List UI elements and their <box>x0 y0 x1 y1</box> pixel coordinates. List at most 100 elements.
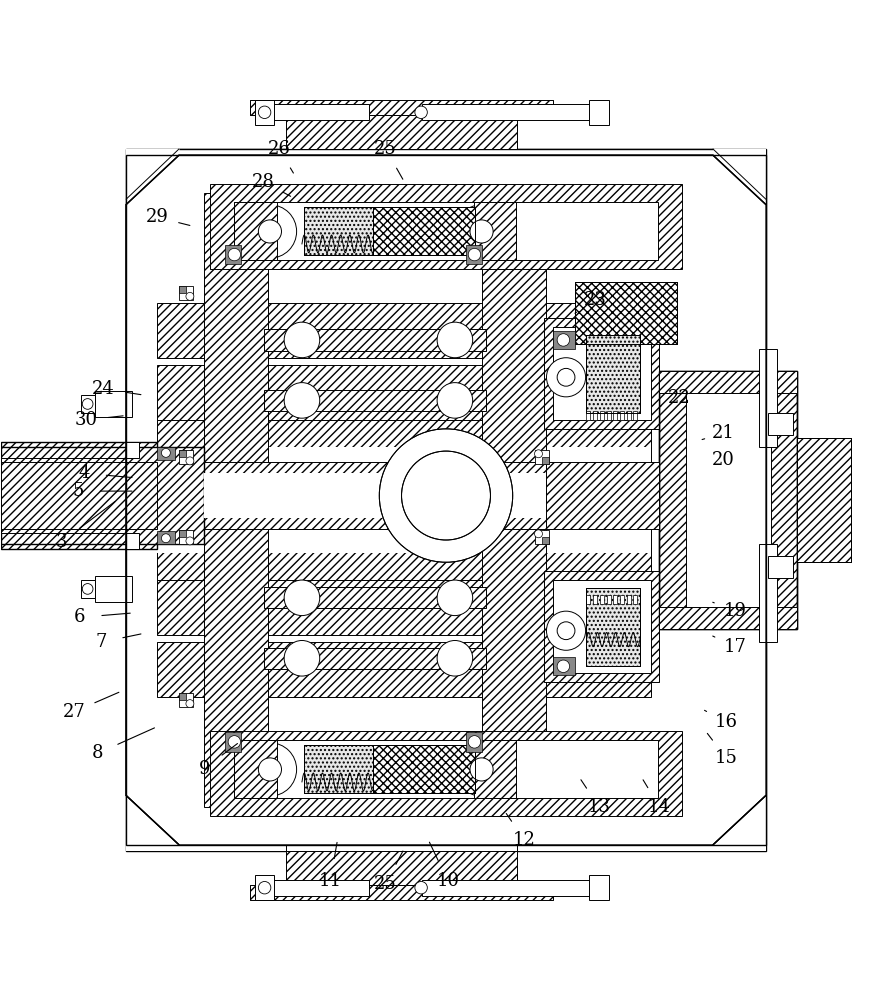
Text: 10: 10 <box>436 872 459 890</box>
Bar <box>544 571 659 682</box>
Bar <box>587 411 591 420</box>
Bar <box>226 245 242 264</box>
Bar <box>303 207 373 255</box>
Text: 30: 30 <box>74 411 97 429</box>
Circle shape <box>285 580 319 616</box>
Circle shape <box>244 205 297 258</box>
Circle shape <box>437 383 473 418</box>
Bar <box>126 149 766 295</box>
Bar <box>633 595 637 604</box>
Bar <box>264 390 486 411</box>
Bar <box>157 580 650 635</box>
Text: 5: 5 <box>72 482 84 500</box>
Bar <box>466 732 482 752</box>
Bar <box>126 295 251 705</box>
Bar <box>620 411 624 420</box>
Bar <box>255 875 275 900</box>
Bar <box>2 442 157 549</box>
Bar <box>179 530 186 537</box>
Circle shape <box>534 530 542 538</box>
Bar <box>542 457 549 464</box>
Text: 3: 3 <box>56 533 68 551</box>
Text: 13: 13 <box>588 798 610 816</box>
Bar <box>546 462 659 529</box>
Circle shape <box>437 322 473 358</box>
Bar <box>2 447 204 544</box>
Bar <box>251 100 553 115</box>
Circle shape <box>437 580 473 616</box>
Text: 19: 19 <box>723 602 747 620</box>
Text: 20: 20 <box>712 451 735 469</box>
Bar <box>613 411 617 420</box>
Circle shape <box>455 205 508 258</box>
Text: 16: 16 <box>714 713 738 731</box>
Bar <box>659 371 797 629</box>
Bar <box>81 395 95 413</box>
Bar <box>2 458 126 533</box>
Circle shape <box>534 450 542 458</box>
Bar <box>264 329 486 351</box>
Bar <box>204 193 268 807</box>
Bar <box>613 595 617 604</box>
Bar <box>264 648 486 669</box>
Bar <box>157 365 650 420</box>
Bar <box>587 588 640 666</box>
Bar <box>587 595 591 604</box>
Text: 26: 26 <box>268 140 290 158</box>
Bar <box>179 286 194 300</box>
Bar <box>587 335 640 413</box>
Circle shape <box>547 611 586 650</box>
Circle shape <box>285 640 319 676</box>
Circle shape <box>186 292 194 300</box>
Bar <box>768 413 793 435</box>
Bar <box>157 447 175 460</box>
Circle shape <box>455 743 508 796</box>
Bar <box>179 530 194 544</box>
Circle shape <box>82 584 93 594</box>
Bar <box>599 411 604 420</box>
Text: 7: 7 <box>95 633 107 651</box>
Bar <box>589 875 608 900</box>
Circle shape <box>558 660 570 673</box>
Bar <box>633 411 637 420</box>
Bar <box>641 295 766 705</box>
Bar <box>81 580 95 598</box>
Circle shape <box>558 368 575 386</box>
Bar <box>553 657 575 675</box>
Circle shape <box>161 534 170 543</box>
Text: 14: 14 <box>648 798 671 816</box>
Circle shape <box>468 248 481 261</box>
Bar <box>179 286 186 293</box>
Circle shape <box>470 758 493 781</box>
Bar <box>607 411 610 420</box>
Bar <box>264 587 486 608</box>
Text: 24: 24 <box>92 380 115 398</box>
Text: 12: 12 <box>513 831 536 849</box>
Circle shape <box>401 451 491 540</box>
Bar <box>797 438 851 562</box>
Circle shape <box>415 106 427 119</box>
Bar <box>593 595 597 604</box>
Bar <box>797 438 851 562</box>
Circle shape <box>285 383 319 418</box>
Bar <box>659 371 797 393</box>
Bar <box>211 731 681 816</box>
Bar <box>126 155 766 845</box>
Text: 17: 17 <box>723 638 747 656</box>
Bar <box>589 100 608 125</box>
Bar <box>553 331 575 349</box>
Bar <box>157 420 650 580</box>
Text: 23: 23 <box>584 291 607 309</box>
Bar <box>157 642 650 697</box>
Bar <box>226 732 242 752</box>
Circle shape <box>470 220 493 243</box>
Text: 15: 15 <box>714 749 738 767</box>
Bar <box>95 576 132 602</box>
Bar <box>422 104 599 120</box>
Bar <box>535 450 549 464</box>
Bar <box>179 450 194 464</box>
Bar <box>303 207 373 255</box>
Circle shape <box>228 248 241 261</box>
Bar <box>373 207 475 255</box>
Bar <box>373 207 475 255</box>
